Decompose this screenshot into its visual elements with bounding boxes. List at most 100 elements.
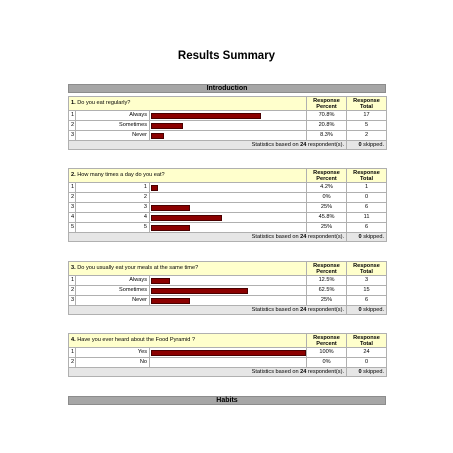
answer-label: Never xyxy=(75,295,150,306)
question-header-row: 2. How many times a day do you eat? Respo… xyxy=(67,168,388,183)
response-total: 15 xyxy=(346,285,387,296)
statistics-row: Statistics based on 24 respondent(s). 0 s… xyxy=(68,305,387,315)
skipped-count: 0 xyxy=(358,234,362,240)
answer-index: 1 xyxy=(68,110,76,121)
answer-row: 4 4 45.8% 11 xyxy=(68,212,388,223)
response-total-header: Response Total xyxy=(346,168,388,183)
question-block: 4. Have you ever heard about the Food Py… xyxy=(68,333,387,377)
response-percent: 45.8% xyxy=(306,212,348,223)
answer-label: Never xyxy=(75,130,150,141)
answer-bar-cell xyxy=(148,212,308,223)
answer-row: 3 3 25% 6 xyxy=(68,202,388,213)
response-percent-header: Response Percent xyxy=(306,96,347,111)
question-block: 2. How many times a day do you eat? Respo… xyxy=(67,168,388,242)
question-header-row: 4. Have you ever heard about the Food Py… xyxy=(68,333,387,348)
answer-bar-cell xyxy=(149,347,307,358)
page-title: Results Summary xyxy=(177,50,276,62)
respondent-count: 24 xyxy=(300,369,307,375)
answer-index: 2 xyxy=(68,357,76,368)
response-bar xyxy=(151,214,222,221)
question-header-row: 3. Do you usually eat your meals at the … xyxy=(68,261,387,276)
response-total-header: Response Total xyxy=(346,261,387,276)
response-total-header: Response Total xyxy=(346,96,387,111)
statistics-row: Statistics based on 24 respondent(s). 0 s… xyxy=(68,140,387,150)
answer-index: 1 xyxy=(68,182,76,193)
response-bar xyxy=(151,224,190,231)
answer-row: 5 5 25% 6 xyxy=(68,222,388,233)
response-total: 6 xyxy=(346,295,387,306)
question-table: 2. How many times a day do you eat? Respo… xyxy=(67,168,388,242)
skipped-count: 0 xyxy=(358,307,362,313)
question-table: 4. Have you ever heard about the Food Py… xyxy=(68,333,387,377)
response-total: 1 xyxy=(346,182,388,193)
question-text: 2. How many times a day do you eat? xyxy=(67,168,308,183)
answer-label: Always xyxy=(75,275,150,286)
answer-label: 5 xyxy=(75,222,150,233)
response-total: 6 xyxy=(346,222,388,233)
response-percent: 20.8% xyxy=(306,120,347,131)
response-total: 3 xyxy=(346,275,387,286)
answer-row: 2 Sometimes 62.5% 15 xyxy=(68,285,387,296)
question-block: 1. Do you eat regularly? Response Percent R… xyxy=(68,96,387,150)
question-text: 4. Have you ever heard about the Food Py… xyxy=(68,333,307,348)
response-bar xyxy=(151,132,164,139)
question-table: 1. Do you eat regularly? Response Percent R… xyxy=(68,96,387,150)
response-bar xyxy=(151,287,248,294)
response-percent: 25% xyxy=(306,222,348,233)
answer-index: 3 xyxy=(68,202,76,213)
response-percent: 25% xyxy=(306,295,347,306)
question-label: How many times a day do you eat? xyxy=(77,172,165,178)
section-header-habits: Habits xyxy=(68,396,386,405)
question-table: 3. Do you usually eat your meals at the … xyxy=(68,261,387,315)
answer-label: Sometimes xyxy=(75,285,150,296)
respondent-count: 24 xyxy=(300,142,307,148)
response-percent-header: Response Percent xyxy=(306,261,347,276)
response-percent: 4.2% xyxy=(306,182,348,193)
answer-bar-cell xyxy=(148,222,308,233)
answer-label: 2 xyxy=(75,192,150,203)
response-total: 24 xyxy=(346,347,387,358)
response-total: 0 xyxy=(346,357,387,368)
answer-label: Yes xyxy=(75,347,150,358)
answer-index: 1 xyxy=(68,275,76,286)
answer-row: 2 2 0% 0 xyxy=(68,192,388,203)
answer-row: 2 No 0% 0 xyxy=(68,357,387,368)
question-label: Have you ever heard about the Food Pyram… xyxy=(77,337,196,343)
answer-label: No xyxy=(75,357,150,368)
response-bar xyxy=(151,184,158,191)
answer-index: 2 xyxy=(68,120,76,131)
answer-index: 2 xyxy=(68,285,76,296)
response-total: 17 xyxy=(346,110,387,121)
respondent-count: 24 xyxy=(300,234,307,240)
answer-index: 1 xyxy=(68,347,76,358)
section-header-introduction: Introduction xyxy=(68,84,386,93)
answer-bar-cell xyxy=(149,357,307,368)
question-number: 1. xyxy=(71,100,76,106)
question-text: 1. Do you eat regularly? xyxy=(68,96,307,111)
response-percent: 62.5% xyxy=(306,285,347,296)
response-bar xyxy=(151,112,261,119)
response-percent: 12.5% xyxy=(306,275,347,286)
statistics-text: Statistics based on 24 respondent(s). xyxy=(68,305,347,315)
question-number: 3. xyxy=(71,265,76,271)
skipped-text: 0 skipped. xyxy=(346,232,388,242)
response-percent: 100% xyxy=(306,347,347,358)
response-bar xyxy=(151,297,190,304)
respondent-count: 24 xyxy=(300,307,307,313)
answer-bar-cell xyxy=(148,192,308,203)
question-label: Do you eat regularly? xyxy=(77,100,131,106)
answer-bar-cell xyxy=(149,130,307,141)
response-percent: 0% xyxy=(306,192,348,203)
statistics-text: Statistics based on 24 respondent(s). xyxy=(67,232,348,242)
response-percent: 0% xyxy=(306,357,347,368)
response-total: 0 xyxy=(346,192,388,203)
response-percent: 8.3% xyxy=(306,130,347,141)
answer-label: 1 xyxy=(75,182,150,193)
skipped-count: 0 xyxy=(358,142,362,148)
statistics-text: Statistics based on 24 respondent(s). xyxy=(68,367,347,377)
response-percent-header: Response Percent xyxy=(306,333,347,348)
statistics-row: Statistics based on 24 respondent(s). 0 s… xyxy=(67,232,388,242)
response-total: 2 xyxy=(346,130,387,141)
response-total: 5 xyxy=(346,120,387,131)
statistics-text: Statistics based on 24 respondent(s). xyxy=(68,140,347,150)
